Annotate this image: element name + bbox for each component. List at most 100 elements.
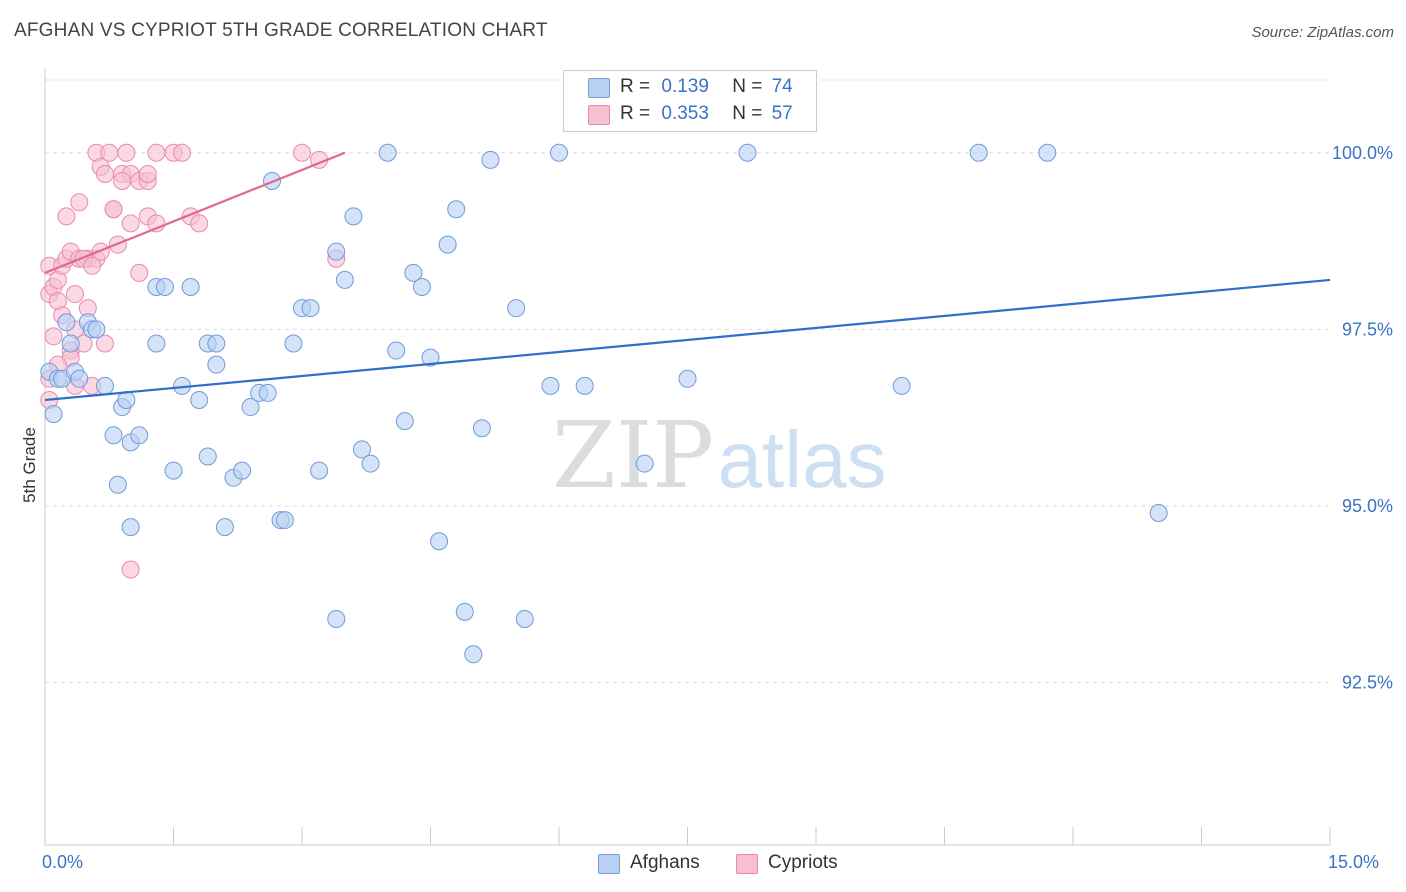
afghans-point-11 — [95, 376, 114, 395]
afghans-point-62 — [541, 376, 560, 395]
source-note: Source: ZipAtlas.com — [1251, 24, 1394, 41]
cypriots-legend-swatch — [736, 854, 758, 874]
afghans-point-40 — [310, 461, 329, 480]
afghans-legend-swatch — [598, 854, 620, 874]
afghans-point-55 — [447, 200, 466, 219]
cypriots-point-54 — [83, 256, 102, 275]
afghans-point-7 — [70, 369, 89, 388]
stats-legend: R = 0.139 N = 74 R = 0.353 N = 57 — [563, 70, 817, 132]
cypriots-point-5 — [44, 327, 63, 346]
cypriots-point-25 — [100, 143, 119, 162]
afghans-point-52 — [421, 348, 440, 367]
x-tick-label-max: 15.0% — [1328, 852, 1380, 872]
afghans-r-label: R = — [620, 76, 651, 97]
cypriots-point-45 — [104, 200, 123, 219]
afghans-point-68 — [892, 376, 911, 395]
afghans-point-70 — [1038, 143, 1057, 162]
afghans-swatch — [588, 78, 610, 98]
series-legend: Afghans Cypriots — [0, 852, 1406, 878]
afghans-point-36 — [275, 511, 294, 530]
afghans-n-label: N = — [732, 76, 763, 97]
afghans-point-54 — [438, 235, 457, 254]
afghans-point-28 — [215, 518, 234, 537]
afghans-point-58 — [472, 419, 491, 438]
cypriots-n-label: N = — [732, 103, 763, 124]
axes — [44, 68, 1331, 846]
afghans-point-10 — [87, 320, 106, 339]
cypriots-point-49 — [293, 143, 311, 162]
afghans-point-31 — [241, 398, 260, 417]
cypriots-swatch — [588, 105, 610, 125]
cypriots-point-40 — [173, 143, 192, 162]
afghans-legend-label: Afghans — [630, 852, 700, 873]
cypriots-point-14 — [65, 285, 84, 304]
chart-title: AFGHAN VS CYPRIOT 5TH GRADE CORRELATION … — [14, 20, 548, 41]
afghans-point-1 — [44, 405, 63, 424]
afghans-point-66 — [678, 369, 697, 388]
y-tick-labels: 92.5% 95.0% 97.5% 100.0% — [1332, 143, 1393, 693]
afghans-point-18 — [147, 334, 166, 353]
afghans-point-65 — [635, 454, 654, 473]
afghans-point-45 — [352, 440, 371, 459]
afghans-point-12 — [104, 426, 123, 445]
afghans-point-47 — [378, 143, 397, 162]
afghans-point-63 — [550, 143, 568, 162]
cypriots-n-value: 57 — [771, 103, 793, 124]
afghans-point-27 — [207, 334, 226, 353]
afghans-point-53 — [430, 532, 449, 551]
afghans-point-59 — [481, 150, 500, 169]
afghans-point-71 — [1149, 504, 1168, 523]
trend-lines — [44, 151, 1331, 402]
afghans-point-49 — [395, 412, 414, 431]
watermark-zip: ZIP — [552, 402, 714, 509]
afghans-point-60 — [507, 299, 526, 318]
afghans-point-46 — [361, 454, 380, 473]
afghans-point-39 — [301, 299, 320, 318]
cypriots-point-17 — [70, 193, 89, 212]
afghans-point-73 — [207, 355, 226, 374]
x-tick-label-min: 0.0% — [42, 852, 84, 872]
afghans-point-26 — [198, 447, 217, 466]
watermark: ZIP atlas — [552, 402, 887, 509]
cypriots-point-24 — [95, 164, 114, 183]
y-tick-label-3: 100.0% — [1332, 143, 1393, 163]
afghans-point-33 — [258, 383, 277, 402]
afghans-point-21 — [164, 461, 183, 480]
afghans-point-42 — [327, 609, 346, 628]
afghans-point-43 — [335, 270, 354, 289]
afghans-point-30 — [233, 461, 252, 480]
watermark-atlas: atlas — [718, 415, 887, 504]
cypriots-trend-line — [44, 151, 346, 274]
cypriots-point-42 — [190, 214, 209, 233]
cypriots-point-46 — [113, 172, 132, 191]
afghans-point-48 — [387, 341, 406, 360]
cypriots-point-11 — [57, 207, 76, 226]
afghans-point-13 — [108, 475, 127, 494]
y-tick-label-2: 97.5% — [1342, 319, 1393, 339]
afghans-point-67 — [738, 143, 757, 162]
cypriots-legend-label: Cypriots — [768, 852, 838, 873]
afghans-point-5 — [61, 334, 80, 353]
cypriots-point-38 — [147, 143, 166, 162]
afghans-point-50 — [404, 263, 423, 282]
afghans-point-69 — [969, 143, 988, 162]
afghans-point-51 — [412, 277, 431, 296]
afghans-trend-line — [44, 278, 1331, 402]
afghans-r-value: 0.139 — [661, 76, 709, 97]
afghans-point-44 — [344, 207, 363, 226]
cypriots-point-31 — [121, 214, 140, 233]
cypriots-r-label: R = — [620, 103, 651, 124]
afghans-point-64 — [575, 376, 594, 395]
afghans-point-57 — [464, 645, 483, 664]
afghans-point-4 — [57, 313, 76, 332]
afghans-point-17 — [130, 426, 149, 445]
afghans-point-61 — [515, 609, 534, 628]
afghans-point-24 — [190, 390, 209, 409]
afghans-point-56 — [455, 602, 474, 621]
cypriots-r-value: 0.353 — [661, 103, 709, 124]
afghans-point-23 — [181, 277, 200, 296]
cypriots-point-47 — [121, 560, 140, 579]
afghans-point-72 — [121, 518, 140, 537]
afghans-point-37 — [284, 334, 303, 353]
